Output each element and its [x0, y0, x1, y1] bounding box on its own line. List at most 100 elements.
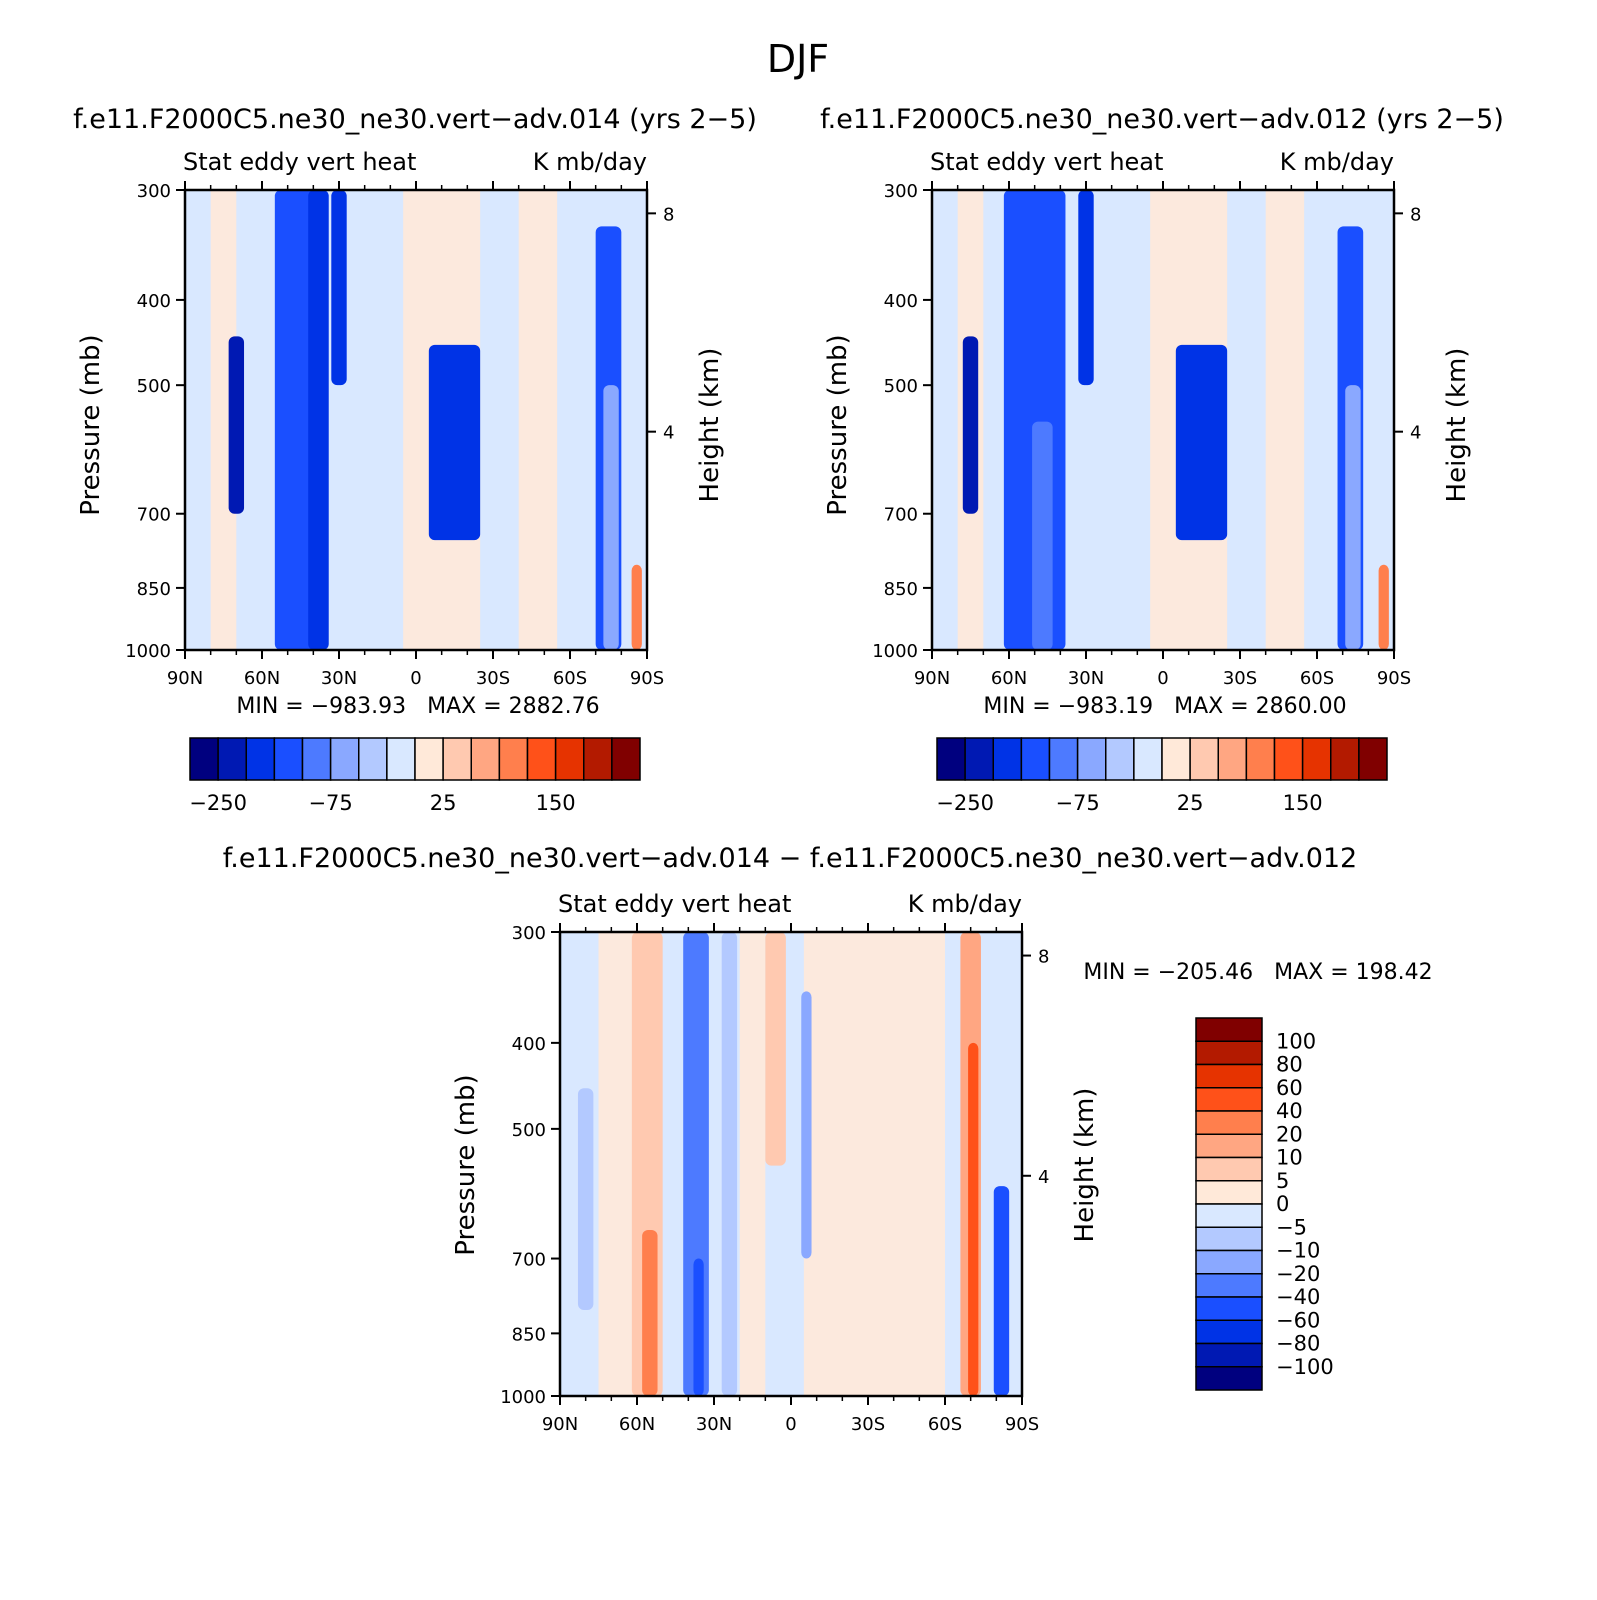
panel-diff-colorbar-label-7: 0: [1276, 1192, 1289, 1216]
panel-014-colorbar-box-6: [358, 737, 388, 781]
panel-014-left-label: Stat eddy vert heat: [183, 148, 416, 176]
panel-diff-colorbar-box-15: [1195, 1366, 1263, 1391]
panel-diff-xtick-label-6: 90S: [1005, 1414, 1039, 1435]
panel-014-xtick-label-6: 90S: [630, 668, 664, 689]
panel-012-xtick-label-2: 30N: [1068, 668, 1104, 689]
panel-012-colorbar-box-8: [1161, 737, 1191, 781]
panel-diff-band-2: [598, 932, 637, 1396]
panel-diff-colorbar-label-0: 100: [1276, 1029, 1316, 1053]
panel-012-colorbar-box-14: [1330, 737, 1360, 781]
panel-diff-feature-6: [801, 991, 812, 1259]
panel-014-ytick-label-1: 400: [137, 291, 171, 312]
panel-014-xtick-label-1: 60N: [244, 668, 280, 689]
panel-014-colorbar-box-0: [189, 737, 219, 781]
panel-014-ytick-label-0: 300: [137, 181, 171, 202]
panel-012-ytick-right-label-0: 8: [1410, 204, 1421, 225]
panel-014-colorbar-label-1: −75: [308, 791, 352, 815]
panel-012-xtick-label-6: 90S: [1377, 668, 1411, 689]
panel-diff-colorbar-box-1: [1195, 1040, 1263, 1066]
panel-014-plot: 90N 60N 30N 0 30S 60S 90S 300 400 500 700 850 1000 8 4: [125, 181, 674, 689]
panel-012-colorbar-box-13: [1301, 737, 1332, 781]
panel-diff-colorbar-label-4: 20: [1276, 1122, 1303, 1146]
panel-014-right-label: K mb/day: [533, 148, 647, 176]
panel-diff-right-label: K mb/day: [908, 890, 1022, 918]
panel-012-colorbar-label-0: −250: [936, 791, 994, 815]
panel-014-feature-1: [308, 190, 329, 650]
panel-diff-plot: 90N 60N 30N 0 30S 60S 90S 300 400 500 700 850 1000 8 4: [500, 923, 1049, 1435]
panel-014-feature-4: [428, 344, 481, 541]
panel-014-colorbar-box-9: [442, 737, 472, 781]
panel-diff-ylabel: Pressure (mb): [451, 1074, 481, 1255]
panel-014-ytick-label-4: 850: [137, 579, 171, 600]
panel-diff-ytick-label-0: 300: [512, 923, 546, 944]
panel-014-colorbar-label-2: 25: [430, 791, 457, 815]
panel-014-colorbar-box-11: [498, 737, 529, 781]
panel-diff-xtick-label-0: 90N: [542, 1414, 578, 1435]
panel-diff-colorbar-label-13: −80: [1276, 1332, 1320, 1356]
panel-014-colorbar-box-12: [526, 737, 557, 781]
panel-diff-ytick-right-label-1: 4: [1038, 1167, 1049, 1188]
panel-012-colorbar: −250 −75 25 150: [936, 737, 1388, 815]
panel-012-colorbar-box-4: [1048, 737, 1079, 781]
panel-diff-ytick-label-3: 700: [512, 1250, 546, 1271]
panel-014-feature-7: [631, 564, 642, 650]
panel-012-colorbar-box-11: [1245, 737, 1276, 781]
panel-012-ytick-right-label-1: 4: [1410, 423, 1421, 444]
panel-012-ylabel: Pressure (mb): [823, 334, 853, 515]
panel-014-colorbar-box-15: [611, 737, 641, 781]
panel-diff-feature-10: [577, 1088, 594, 1311]
panel-diff-feature-9: [993, 1186, 1010, 1396]
panel-diff-xtick-label-5: 60S: [928, 1414, 962, 1435]
panel-012-xtick-label-4: 30S: [1223, 668, 1257, 689]
panel-diff-colorbar-label-10: −20: [1276, 1262, 1320, 1286]
panel-diff-colorbar-label-9: −10: [1276, 1239, 1320, 1263]
panel-012-feature-7: [1378, 564, 1389, 650]
panel-012-colorbar-label-3: 150: [1283, 791, 1323, 815]
panel-diff-feature-8: [968, 1042, 979, 1396]
panel-012-stats: MIN = −983.19 MAX = 2860.00: [983, 694, 1346, 719]
panel-014-colorbar-box-7: [386, 737, 416, 781]
panel-diff-title: f.e11.F2000C5.ne30_ne30.vert−adv.014 − f…: [223, 843, 1358, 874]
panel-014-ytick-label-5: 1000: [125, 641, 171, 662]
panel-012-colorbar-box-12: [1273, 737, 1304, 781]
panel-012-colorbar-box-7: [1133, 737, 1163, 781]
panel-diff-ytick-label-2: 500: [512, 1120, 546, 1141]
panel-014-colorbar-box-8: [414, 737, 444, 781]
panel-014-colorbar-label-0: −250: [189, 791, 247, 815]
panel-diff-xtick-label-3: 0: [785, 1414, 796, 1435]
panel-diff-feature-5: [721, 932, 738, 1396]
panel-diff-stats: MIN = −205.46 MAX = 198.42: [1083, 960, 1432, 985]
panel-014-feature-3: [228, 336, 245, 514]
panel-014-ytick-label-2: 500: [137, 376, 171, 397]
panel-diff-colorbar-box-7: [1195, 1180, 1263, 1205]
panel-014-feature-6: [603, 385, 619, 650]
panel-diff-band-1: [803, 932, 945, 1396]
panel-012-ylabel-right: Height (km): [1442, 348, 1472, 503]
panel-012: f.e11.F2000C5.ne30_ne30.vert−adv.012 (yr…: [820, 104, 1504, 815]
panel-diff-colorbar-box-3: [1195, 1087, 1263, 1112]
panel-012-feature-3: [962, 336, 979, 514]
panel-diff-xtick-label-1: 60N: [619, 1414, 655, 1435]
panel-014-xtick-label-5: 60S: [553, 668, 587, 689]
panel-012-band-2: [1265, 190, 1305, 650]
panel-diff-colorbar-label-5: 10: [1276, 1146, 1303, 1170]
panel-diff-colorbar-box-14: [1195, 1342, 1263, 1368]
panel-diff-colorbar-box-12: [1195, 1296, 1263, 1321]
panel-012-plot: 90N 60N 30N 0 30S 60S 90S 300 400 500 700 850 1000 8 4: [872, 181, 1421, 689]
panel-diff-ytick-label-5: 1000: [500, 1387, 546, 1408]
panel-012-feature-1: [1032, 421, 1053, 650]
panel-014-xtick-label-4: 30S: [476, 668, 510, 689]
panel-diff-colorbar-label-12: −60: [1276, 1308, 1320, 1332]
panel-012-colorbar-box-0: [936, 737, 966, 781]
panel-012-xtick-label-3: 0: [1157, 668, 1168, 689]
panel-diff-colorbar-label-14: −100: [1276, 1355, 1334, 1379]
panel-014-colorbar-box-5: [329, 737, 360, 781]
panel-diff-ylabel-right: Height (km): [1070, 1088, 1100, 1243]
panel-diff-left-label: Stat eddy vert heat: [558, 890, 791, 918]
panel-diff-feature-4: [765, 932, 786, 1166]
panel-012-ytick-label-0: 300: [884, 181, 918, 202]
panel-014-ylabel: Pressure (mb): [76, 334, 106, 515]
panel-diff-colorbar-box-0: [1195, 1017, 1263, 1042]
panel-014-colorbar: −250 −75 25 150: [189, 737, 641, 815]
